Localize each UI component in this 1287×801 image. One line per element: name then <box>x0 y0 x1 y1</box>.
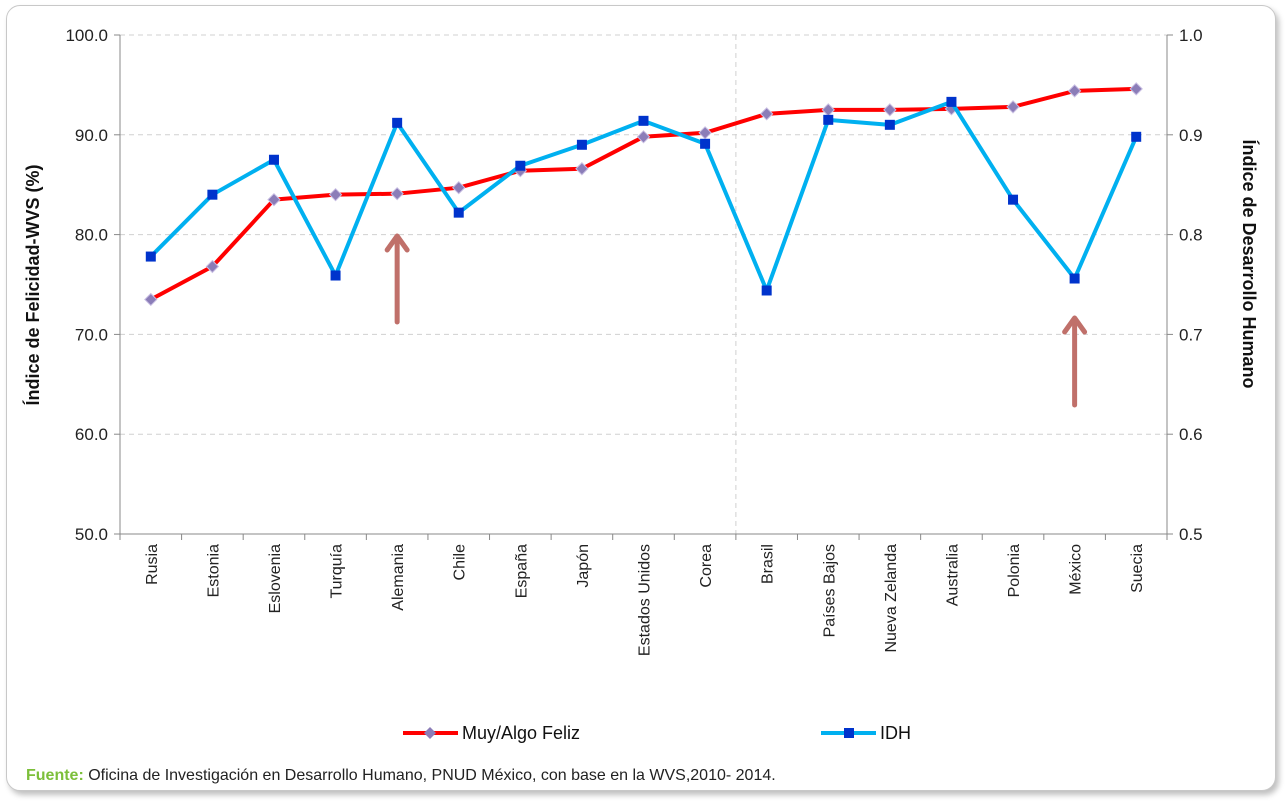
data-point-idh <box>1069 273 1080 284</box>
category-label: Nueva Zelanda <box>883 544 900 653</box>
source-label: Fuente: <box>26 767 84 784</box>
legend: Muy/Algo Feliz IDH <box>403 723 911 743</box>
data-point-felicidad <box>821 103 835 117</box>
left-tick-label: 50.0 <box>75 525 108 544</box>
legend-label-felicidad: Muy/Algo Feliz <box>462 723 580 743</box>
annotations <box>384 233 1088 408</box>
category-labels: Rusia Estonia Eslovenia Turquía Alemania Chil… <box>144 544 1146 656</box>
right-tick-label: 0.8 <box>1179 226 1203 245</box>
category-label: Eslovenia <box>267 544 284 613</box>
data-point-felicidad <box>144 292 158 307</box>
right-tick-label: 0.5 <box>1179 525 1203 544</box>
category-label: España <box>513 544 530 598</box>
data-point-felicidad <box>636 130 651 144</box>
data-point-felicidad <box>1067 84 1082 98</box>
left-tick-label: 80.0 <box>75 226 108 245</box>
legend-marker-idh <box>844 728 854 738</box>
right-tick-label: 1.0 <box>1179 26 1203 45</box>
arrow-annotation-head <box>384 233 410 253</box>
category-label: Suecia <box>1129 544 1146 593</box>
data-point-idh <box>392 117 403 128</box>
right-axis-title: Índice de Desarrollo Humano <box>1239 139 1260 388</box>
data-point-idh <box>823 114 834 125</box>
data-point-felicidad <box>759 107 774 121</box>
left-axis-title: Índice de Felicidad-WVS (%) <box>22 164 43 405</box>
right-tick-label: 0.6 <box>1179 425 1203 444</box>
data-point-felicidad <box>267 192 281 207</box>
category-label: Rusia <box>144 544 161 585</box>
category-label: Australia <box>944 544 961 606</box>
series <box>144 82 1143 307</box>
category-label: Turquía <box>329 544 346 599</box>
data-point-idh <box>700 138 711 149</box>
data-point-felicidad <box>1006 100 1020 114</box>
arrow-annotation-head <box>1062 315 1088 335</box>
data-point-felicidad <box>575 162 589 176</box>
data-point-idh <box>1131 131 1142 142</box>
data-point-felicidad <box>328 187 343 202</box>
category-label: Japón <box>575 544 592 588</box>
data-point-felicidad <box>452 180 466 195</box>
category-label: Alemania <box>390 544 407 611</box>
left-tick-label: 70.0 <box>75 325 108 344</box>
left-tick-label: 90.0 <box>75 126 108 145</box>
left-tick-label: 60.0 <box>75 425 108 444</box>
data-point-idh <box>638 115 649 126</box>
data-point-idh <box>761 285 772 296</box>
data-point-idh <box>453 207 464 218</box>
left-axis-ticks: 50.0 60.0 70.0 80.0 90.0 100.0 <box>65 26 108 544</box>
category-label: Estados Unidos <box>637 544 654 656</box>
axes <box>114 34 1173 540</box>
data-point-felicidad <box>390 186 404 201</box>
category-label: Chile <box>452 544 469 581</box>
category-label: Corea <box>698 544 715 588</box>
data-point-idh <box>576 139 587 150</box>
data-point-idh <box>946 96 957 107</box>
data-point-felicidad <box>883 103 897 117</box>
data-point-felicidad <box>698 126 712 140</box>
data-point-idh <box>884 119 895 130</box>
data-point-idh <box>207 189 218 200</box>
category-label: México <box>1068 544 1085 595</box>
right-tick-label: 0.7 <box>1179 325 1203 344</box>
source-note: Fuente: Oficina de Investigación en Desa… <box>26 767 776 785</box>
data-point-idh <box>330 270 341 281</box>
legend-marker-felicidad <box>424 727 436 739</box>
data-point-felicidad <box>1129 82 1143 96</box>
legend-label-idh: IDH <box>880 723 911 743</box>
category-label: Polonia <box>1006 544 1023 597</box>
source-text: Oficina de Investigación en Desarrollo H… <box>83 767 776 784</box>
data-point-idh <box>515 160 526 171</box>
right-axis-ticks: 0.5 0.6 0.7 0.8 0.9 1.0 <box>1179 26 1203 544</box>
category-label: Países Bajos <box>821 544 838 637</box>
left-tick-label: 100.0 <box>65 26 108 45</box>
data-point-idh <box>145 251 156 262</box>
category-label: Estonia <box>205 544 222 597</box>
data-point-idh <box>268 154 279 165</box>
data-point-felicidad <box>205 259 220 274</box>
data-point-idh <box>1008 194 1019 205</box>
category-label: Brasil <box>760 544 777 584</box>
right-tick-label: 0.9 <box>1179 126 1203 145</box>
